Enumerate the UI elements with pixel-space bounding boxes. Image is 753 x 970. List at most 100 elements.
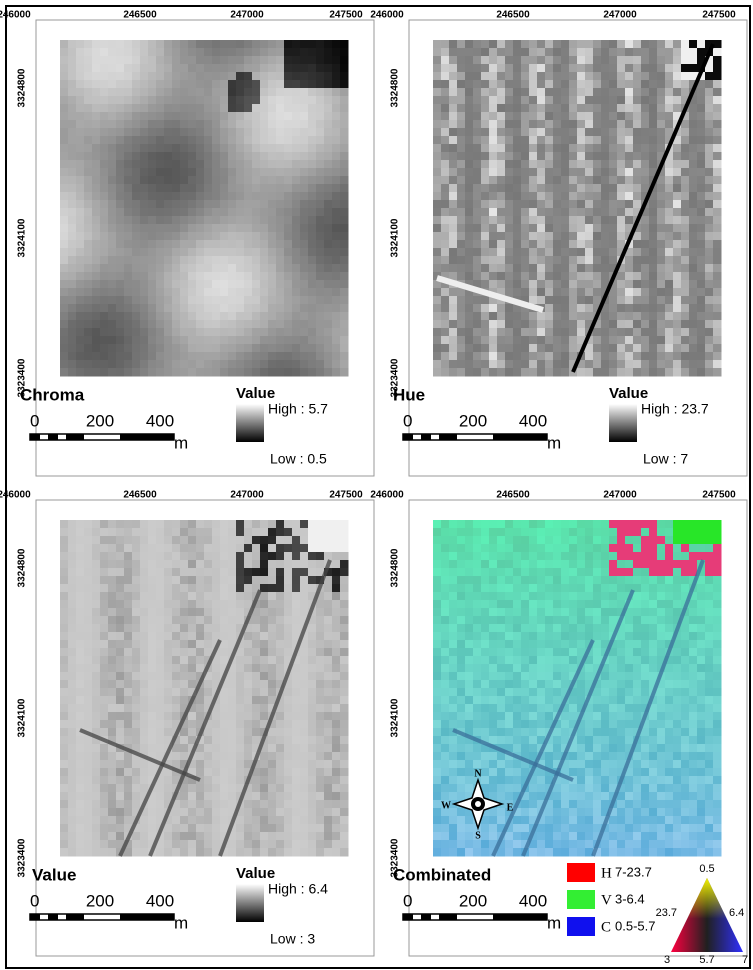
raster-cell xyxy=(593,216,602,225)
raster-cell xyxy=(148,704,157,713)
raster-cell xyxy=(92,576,101,585)
raster-cell xyxy=(284,128,293,137)
raster-cell xyxy=(116,632,125,641)
raster-cell xyxy=(601,352,610,361)
raster-cell xyxy=(68,208,77,217)
raster-cell xyxy=(60,296,69,305)
raster-cell xyxy=(457,80,466,89)
raster-cell xyxy=(449,352,458,361)
raster-cell xyxy=(60,56,69,65)
raster-cell xyxy=(276,552,285,561)
raster-cell xyxy=(481,200,490,209)
raster-cell xyxy=(212,120,221,129)
raster-cell xyxy=(308,56,317,65)
raster-cell xyxy=(124,208,133,217)
panel: 2460002465002470002475003324800332410033… xyxy=(0,490,374,956)
raster-cell xyxy=(212,832,221,841)
raster-cell xyxy=(108,344,117,353)
raster-cell xyxy=(172,256,181,265)
raster-cell xyxy=(340,648,349,657)
raster-cell xyxy=(84,280,93,289)
raster-cell xyxy=(601,544,610,553)
raster-cell xyxy=(212,88,221,97)
raster-cell xyxy=(537,184,546,193)
raster-cell xyxy=(537,560,546,569)
raster-cell xyxy=(609,80,618,89)
raster-cell xyxy=(300,168,309,177)
raster-cell xyxy=(68,352,77,361)
panel: 2460002465002470002475003324800332410033… xyxy=(0,10,374,476)
raster-cell xyxy=(609,184,618,193)
raster-cell xyxy=(220,56,229,65)
raster-cell xyxy=(553,280,562,289)
raster-cell xyxy=(60,696,69,705)
raster-cell xyxy=(276,256,285,265)
raster-cell xyxy=(505,48,514,57)
raster-cell xyxy=(497,168,506,177)
raster-cell xyxy=(457,304,466,313)
raster-cell xyxy=(124,320,133,329)
raster-cell xyxy=(316,720,325,729)
raster-cell xyxy=(196,128,205,137)
raster-cell xyxy=(204,232,213,241)
raster-cell xyxy=(537,552,546,561)
raster-cell xyxy=(521,128,530,137)
raster-cell xyxy=(148,800,157,809)
raster-cell xyxy=(561,40,570,49)
raster-cell xyxy=(268,248,277,257)
raster-cell xyxy=(116,368,125,377)
raster-cell xyxy=(673,544,682,553)
raster-cell xyxy=(332,336,341,345)
raster-cell xyxy=(292,40,301,49)
raster-cell xyxy=(657,352,666,361)
raster-cell xyxy=(244,568,253,577)
raster-cell xyxy=(481,368,490,377)
raster-cell xyxy=(537,88,546,97)
raster-cell xyxy=(529,560,538,569)
raster-cell xyxy=(681,152,690,161)
raster-cell xyxy=(164,552,173,561)
raster-cell xyxy=(497,72,506,81)
raster-cell xyxy=(569,160,578,169)
raster-cell xyxy=(713,208,722,217)
raster-cell xyxy=(60,328,69,337)
raster-cell xyxy=(180,288,189,297)
raster-cell xyxy=(156,632,165,641)
raster-cell xyxy=(76,616,85,625)
raster-cell xyxy=(260,280,269,289)
raster-cell xyxy=(332,744,341,753)
raster-cell xyxy=(220,352,229,361)
raster-cell xyxy=(60,656,69,665)
raster-cell xyxy=(212,56,221,65)
raster-cell xyxy=(284,288,293,297)
raster-cell xyxy=(300,784,309,793)
raster-cell xyxy=(545,328,554,337)
raster-cell xyxy=(441,368,450,377)
raster-cell xyxy=(188,816,197,825)
raster-cell xyxy=(140,640,149,649)
raster-cell xyxy=(156,792,165,801)
raster-cell xyxy=(465,88,474,97)
raster-cell xyxy=(84,368,93,377)
raster-cell xyxy=(260,640,269,649)
raster-cell xyxy=(108,560,117,569)
raster-cell xyxy=(276,840,285,849)
raster-cell xyxy=(681,72,690,81)
raster-cell xyxy=(585,80,594,89)
raster-cell xyxy=(276,768,285,777)
raster-cell xyxy=(617,368,626,377)
raster-cell xyxy=(172,808,181,817)
raster-cell xyxy=(577,120,586,129)
raster-cell xyxy=(625,352,634,361)
raster-cell xyxy=(553,368,562,377)
raster-cell xyxy=(300,328,309,337)
raster-cell xyxy=(489,128,498,137)
raster-cell xyxy=(657,104,666,113)
raster-cell xyxy=(625,176,634,185)
raster-cell xyxy=(188,352,197,361)
raster-cell xyxy=(617,88,626,97)
raster-cell xyxy=(292,744,301,753)
raster-cell xyxy=(569,200,578,209)
raster-cell xyxy=(481,64,490,73)
raster-cell xyxy=(657,288,666,297)
